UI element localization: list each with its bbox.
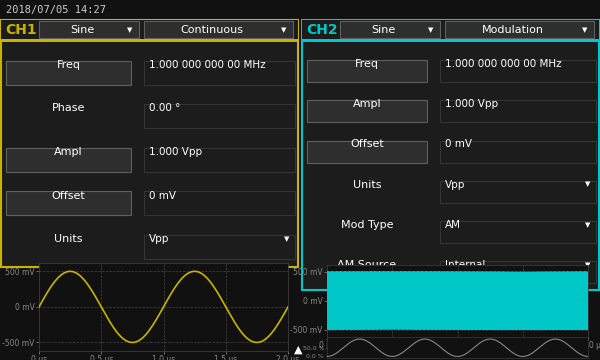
Text: 0.00 °: 0.00 °: [149, 103, 181, 113]
Text: Continuous: Continuous: [180, 25, 243, 35]
Text: Sine: Sine: [70, 25, 94, 35]
Text: AM: AM: [445, 220, 461, 230]
Text: Offset: Offset: [52, 190, 85, 201]
Bar: [440, 181, 596, 203]
Bar: [1, 39, 298, 42]
Text: 0 mV: 0 mV: [149, 190, 176, 201]
Bar: [440, 221, 596, 243]
Text: ▼: ▼: [583, 27, 587, 33]
Bar: [0, 0, 600, 20]
Bar: [6, 60, 131, 85]
Text: ▼: ▼: [127, 27, 133, 33]
Bar: [440, 60, 596, 82]
Text: Units: Units: [54, 234, 83, 244]
Text: ▼: ▼: [284, 236, 290, 242]
Text: 1.000 000 000 00 MHz: 1.000 000 000 00 MHz: [149, 60, 266, 70]
Text: Internal: Internal: [445, 260, 485, 270]
Text: Offset: Offset: [350, 139, 384, 149]
Text: ▼: ▼: [281, 27, 287, 33]
Text: ▼: ▼: [586, 222, 590, 228]
Text: Sine: Sine: [371, 25, 395, 35]
Text: Freq: Freq: [355, 59, 379, 69]
Text: CH2: CH2: [306, 23, 338, 37]
Text: Ampl: Ampl: [353, 99, 382, 109]
Text: 0 mV: 0 mV: [445, 139, 472, 149]
Text: ▼: ▼: [586, 181, 590, 188]
Text: Modulation: Modulation: [482, 25, 544, 35]
Text: AM Source: AM Source: [337, 260, 397, 270]
Bar: [1, 20, 298, 40]
Bar: [144, 60, 295, 85]
Bar: [440, 100, 596, 122]
Text: ▲: ▲: [294, 345, 302, 355]
Text: CH1: CH1: [5, 23, 37, 37]
Text: ▼: ▼: [586, 262, 590, 268]
Text: ▼: ▼: [428, 27, 434, 33]
Bar: [144, 21, 293, 38]
Bar: [144, 192, 295, 215]
Bar: [302, 20, 599, 290]
Bar: [144, 148, 295, 172]
Bar: [302, 39, 599, 42]
Bar: [307, 140, 427, 162]
Text: Vpp: Vpp: [149, 234, 169, 244]
Bar: [440, 140, 596, 162]
Text: 2018/07/05 14:27: 2018/07/05 14:27: [6, 5, 106, 15]
Bar: [307, 60, 427, 82]
Bar: [144, 104, 295, 128]
Bar: [302, 20, 599, 40]
Bar: [1, 20, 298, 267]
Bar: [39, 21, 139, 38]
Text: Units: Units: [353, 180, 381, 190]
Text: 1.000 000 000 00 MHz: 1.000 000 000 00 MHz: [445, 59, 562, 69]
Bar: [340, 21, 440, 38]
Text: Mod Type: Mod Type: [341, 220, 393, 230]
Bar: [440, 261, 596, 283]
Bar: [6, 148, 131, 172]
Text: Freq: Freq: [56, 60, 80, 70]
Bar: [144, 235, 295, 259]
Text: Vpp: Vpp: [445, 180, 466, 190]
Text: Phase: Phase: [52, 103, 85, 113]
Bar: [6, 192, 131, 215]
Bar: [445, 21, 594, 38]
Text: Ampl: Ampl: [54, 147, 83, 157]
Text: 1.000 Vpp: 1.000 Vpp: [445, 99, 498, 109]
Bar: [307, 100, 427, 122]
Text: 1.000 Vpp: 1.000 Vpp: [149, 147, 202, 157]
